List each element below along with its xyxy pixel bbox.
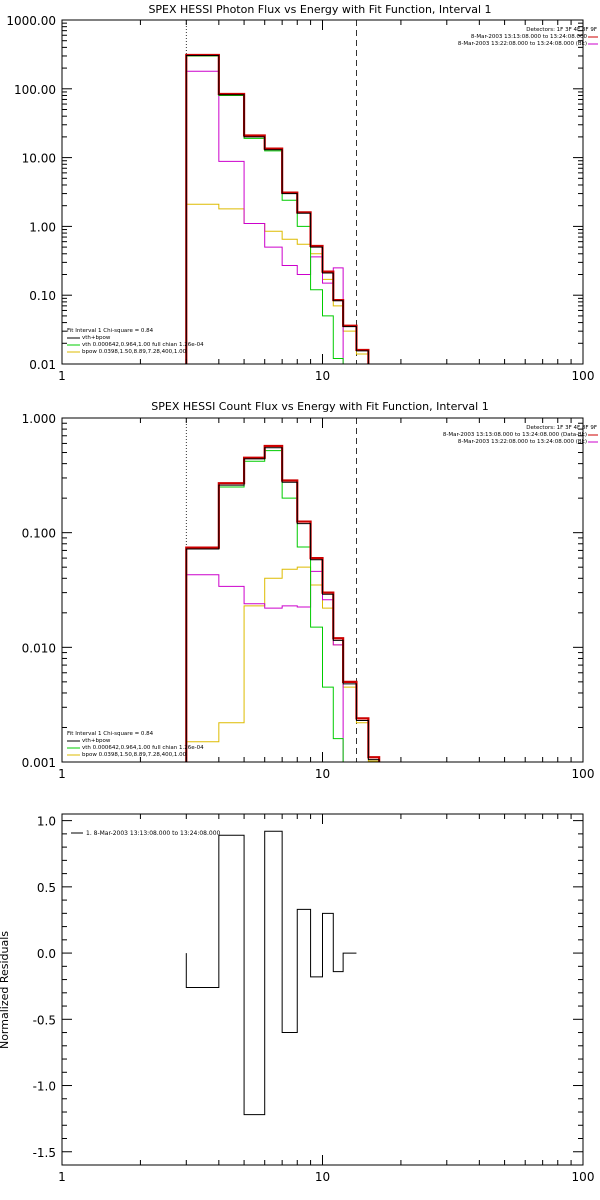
x-tick-label: 1 [58,369,66,383]
legend-bottom-entry: vth+bpow [82,335,111,341]
series-background-line [185,70,344,364]
x-tick-label: 100 [572,369,595,383]
photon-flux-legends: Detectors: 1F 3F 4F 8F 9F 8-Mar-2003 13:… [67,27,598,355]
y-tick-label: 0.5 [37,881,56,895]
count-flux-series [185,418,381,762]
x-tick-label: 100 [572,1170,595,1184]
residuals-legend: 1. 8-Mar-2003 13:13:08.000 to 13:24:08.0… [71,830,221,837]
detectors-label: Detectors: 1F 3F 4F 8F 9F [526,425,597,431]
y-tick-label: 1.000 [22,412,56,426]
legend-bottom-entry: bpow 0.0398,1.50,8.89,7.28,400,1.00 [82,752,187,758]
y-tick-label: 1000.00 [6,14,56,28]
residuals-panel: Normalized Residuals 1 10 100 -1.5 -1.0 -0.5 0… [0,813,595,1184]
legend-bottom-entry: vth 0.000642,0.964,1.00 full chian 1.26e… [82,745,204,751]
x-tick-label: 10 [315,369,330,383]
count-flux-legends: Detectors: 1F 3F 4F 8F 9F 8-Mar-2003 13:… [67,425,598,758]
x-tick-label: 10 [315,1170,330,1184]
residuals-legend-entry: 1. 8-Mar-2003 13:13:08.000 to 13:24:08.0… [86,830,221,837]
y-tick-label: -0.5 [33,1013,56,1027]
series-data-line [185,444,381,762]
y-tick-label: 0.01 [29,358,56,372]
photon-flux-ticks: 1 10 100 0.01 0.10 1.00 10.00 100.00 1000.00 [6,14,594,383]
y-tick-label: 0.100 [22,527,56,541]
series-powerlaw-line [185,203,369,364]
photon-flux-series [185,20,370,364]
series-data-line [185,53,370,364]
residuals-ticks: 1 10 100 -1.5 -1.0 -0.5 0.0 0.5 1.0 [33,813,595,1184]
series-total-line [185,447,380,762]
count-flux-title: SPEX HESSI Count Flux vs Energy with Fit… [151,400,488,413]
x-tick-label: 1 [58,767,66,781]
residuals-ylabel: Normalized Residuals [0,931,11,1049]
y-tick-label: 0.010 [22,641,56,655]
y-tick-label: 100.00 [14,83,56,97]
count-flux-ticks: 1 10 100 0.001 0.010 0.100 1.000 [22,412,595,781]
series-thermal-line [185,55,344,364]
legend-bottom-entry: vth+bpow [82,738,111,744]
legend-top-entry: 8-Mar-2003 13:22:08.000 to 13:24:08.000 … [458,41,587,47]
y-tick-label: -1.5 [33,1146,56,1160]
legend-bottom-entry: vth 0.000642,0.964,1.00 full chian 1.26e… [82,342,204,348]
legend-top-entry: 8-Mar-2003 13:22:08.000 to 13:24:08.000 … [458,439,587,445]
legend-top-entry: 8-Mar-2003 13:13:08.000 to 13:24:08.000 … [443,432,587,438]
photon-flux-panel: SPEX HESSI Photon Flux vs Energy with Fi… [6,3,598,383]
series-total-line [185,830,357,1116]
y-tick-label: 1.00 [29,220,56,234]
count-flux-panel: SPEX HESSI Count Flux vs Energy with Fit… [22,400,598,781]
residuals-series [185,830,357,1116]
photon-flux-title: SPEX HESSI Photon Flux vs Energy with Fi… [148,3,491,16]
fit-chisq-label: Fit Interval 1 Chi-square = 0.84 [67,328,154,334]
y-tick-label: -1.0 [33,1080,56,1094]
y-tick-label: 0.0 [37,947,56,961]
y-tick-label: 10.00 [22,152,56,166]
legend-bottom-entry: bpow 0.0398,1.50,8.89,7.28,400,1.00 [82,349,187,355]
series-total-line [185,54,369,364]
detectors-label: Detectors: 1F 3F 4F 8F 9F [526,27,597,33]
x-tick-label: 10 [315,767,330,781]
plot-frame [61,813,584,1166]
x-tick-label: 1 [58,1170,66,1184]
legend-top-entry: 8-Mar-2003 13:13:08.000 to 13:24:08.000 [471,34,588,40]
series-thermal-line [185,450,357,762]
series-background-line [185,570,344,762]
x-tick-label: 100 [572,767,595,781]
fit-chisq-label: Fit Interval 1 Chi-square = 0.84 [67,731,154,737]
series-powerlaw-line [185,566,380,762]
y-tick-label: 1.0 [37,815,56,829]
y-tick-label: 0.10 [29,289,56,303]
y-tick-label: 0.001 [22,756,56,770]
